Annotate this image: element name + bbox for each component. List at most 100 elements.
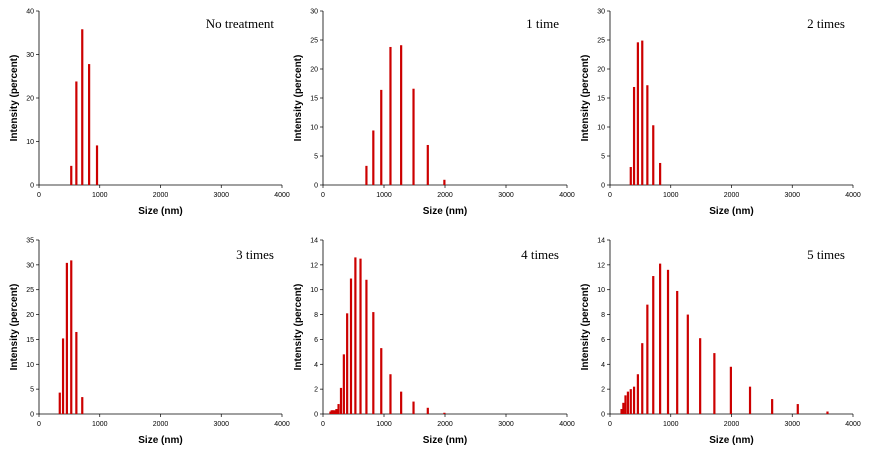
panel-annotation: 4 times [521,247,559,262]
x-tick-label: 1000 [663,421,679,428]
x-tick-label: 1000 [663,192,679,199]
bar-5 [629,389,632,414]
bar-12 [359,258,362,414]
y-tick-label: 4 [314,362,318,369]
bar-19 [426,407,429,414]
y-tick-label: 2 [601,387,605,394]
y-tick-label: 25 [26,287,34,294]
bar-9 [346,313,349,414]
y-tick-label: 5 [314,154,318,161]
bar-2 [372,130,375,185]
y-axis-label: Intensity (percent) [293,284,304,371]
y-tick-label: 12 [310,262,318,269]
x-tick-label: 4000 [559,421,575,428]
bar-21 [826,411,829,414]
x-tick-label: 0 [321,192,325,199]
x-tick-label: 1000 [92,421,108,428]
bar-8 [342,354,345,414]
bar-9 [646,304,649,414]
x-axis-label: Size (nm) [138,206,182,217]
y-tick-label: 10 [597,287,605,294]
bar-14 [372,312,375,414]
x-tick-label: 2000 [724,421,740,428]
x-tick-label: 3000 [498,421,514,428]
y-tick-label: 14 [310,238,318,245]
y-tick-label: 15 [26,337,34,344]
y-tick-label: 5 [601,154,605,161]
y-tick-label: 15 [310,96,318,103]
y-tick-label: 20 [310,67,318,74]
y-tick-label: 30 [597,9,605,16]
bar-4 [333,410,336,414]
x-tick-label: 2000 [724,192,740,199]
chart-panel-5: 0 1000 2000 3000 4000 0 2 4 6 8 10 12 14 Size (nm) Int… [293,238,575,447]
y-tick-label: 6 [314,337,318,344]
y-tick-label: 35 [26,238,34,245]
bar-8 [443,179,446,185]
x-tick-label: 2000 [437,192,453,199]
bar-6 [412,88,415,185]
x-axis-label: Size (nm) [423,435,467,446]
bar-16 [713,353,716,414]
bar-13 [365,279,368,414]
bar-2 [622,402,625,414]
y-tick-label: 4 [601,362,605,369]
bar-2 [330,410,333,414]
x-tick-label: 0 [608,421,612,428]
bar-1 [58,392,61,414]
bar-18 [748,386,752,414]
y-tick-label: 40 [26,9,34,16]
bar-5 [95,145,99,185]
bar-4 [88,64,91,185]
y-axis-label: Intensity (percent) [580,284,591,371]
bar-10 [652,276,655,414]
x-tick-label: 0 [37,192,41,199]
bar-3 [81,29,84,185]
panel-annotation: 5 times [807,247,845,262]
y-tick-label: 12 [597,262,605,269]
x-tick-label: 1000 [376,421,392,428]
y-tick-label: 30 [26,262,34,269]
y-tick-label: 5 [30,387,34,394]
y-tick-label: 20 [26,312,34,319]
x-tick-label: 3000 [784,192,800,199]
bar-7 [339,387,343,414]
bar-11 [354,257,357,414]
y-tick-label: 10 [597,125,605,132]
bar-15 [699,338,702,414]
bar-6 [632,386,636,414]
y-tick-label: 14 [597,238,605,245]
y-tick-label: 0 [601,412,605,419]
y-tick-label: 10 [26,139,34,146]
bar-1 [620,409,623,414]
bar-10 [349,278,353,414]
chart-panel-4: 0 1000 2000 3000 4000 0 5 10 15 20 25 30 35 Size (nm)… [9,238,290,447]
x-axis-label: Size (nm) [138,435,182,446]
bar-4 [626,391,630,414]
bar-2 [75,81,78,185]
chart-panel-3: 0 1000 2000 3000 4000 0 5 10 15 20 25 30 Size (nm) In… [580,9,861,218]
x-tick-label: 4000 [845,421,861,428]
x-tick-label: 4000 [274,192,290,199]
y-tick-label: 0 [314,183,318,190]
bar-7 [426,144,429,185]
y-tick-label: 20 [26,96,34,103]
x-tick-label: 1000 [376,192,392,199]
y-tick-label: 10 [26,362,34,369]
bar-20 [443,412,446,414]
bar-5 [335,409,338,414]
bar-2 [632,86,636,185]
bar-15 [380,348,383,414]
y-tick-label: 8 [601,312,605,319]
bar-6 [652,125,655,185]
bar-5 [400,45,403,185]
chart-panel-6: 0 1000 2000 3000 4000 0 2 4 6 8 10 12 14 Size (nm) Int… [580,238,861,447]
x-axis-label: Size (nm) [709,206,753,217]
x-tick-label: 3000 [213,192,229,199]
x-tick-label: 0 [608,192,612,199]
bar-17 [729,366,732,414]
bar-3 [65,262,68,414]
y-tick-label: 8 [314,312,318,319]
bar-16 [389,374,392,414]
x-tick-label: 0 [321,421,325,428]
